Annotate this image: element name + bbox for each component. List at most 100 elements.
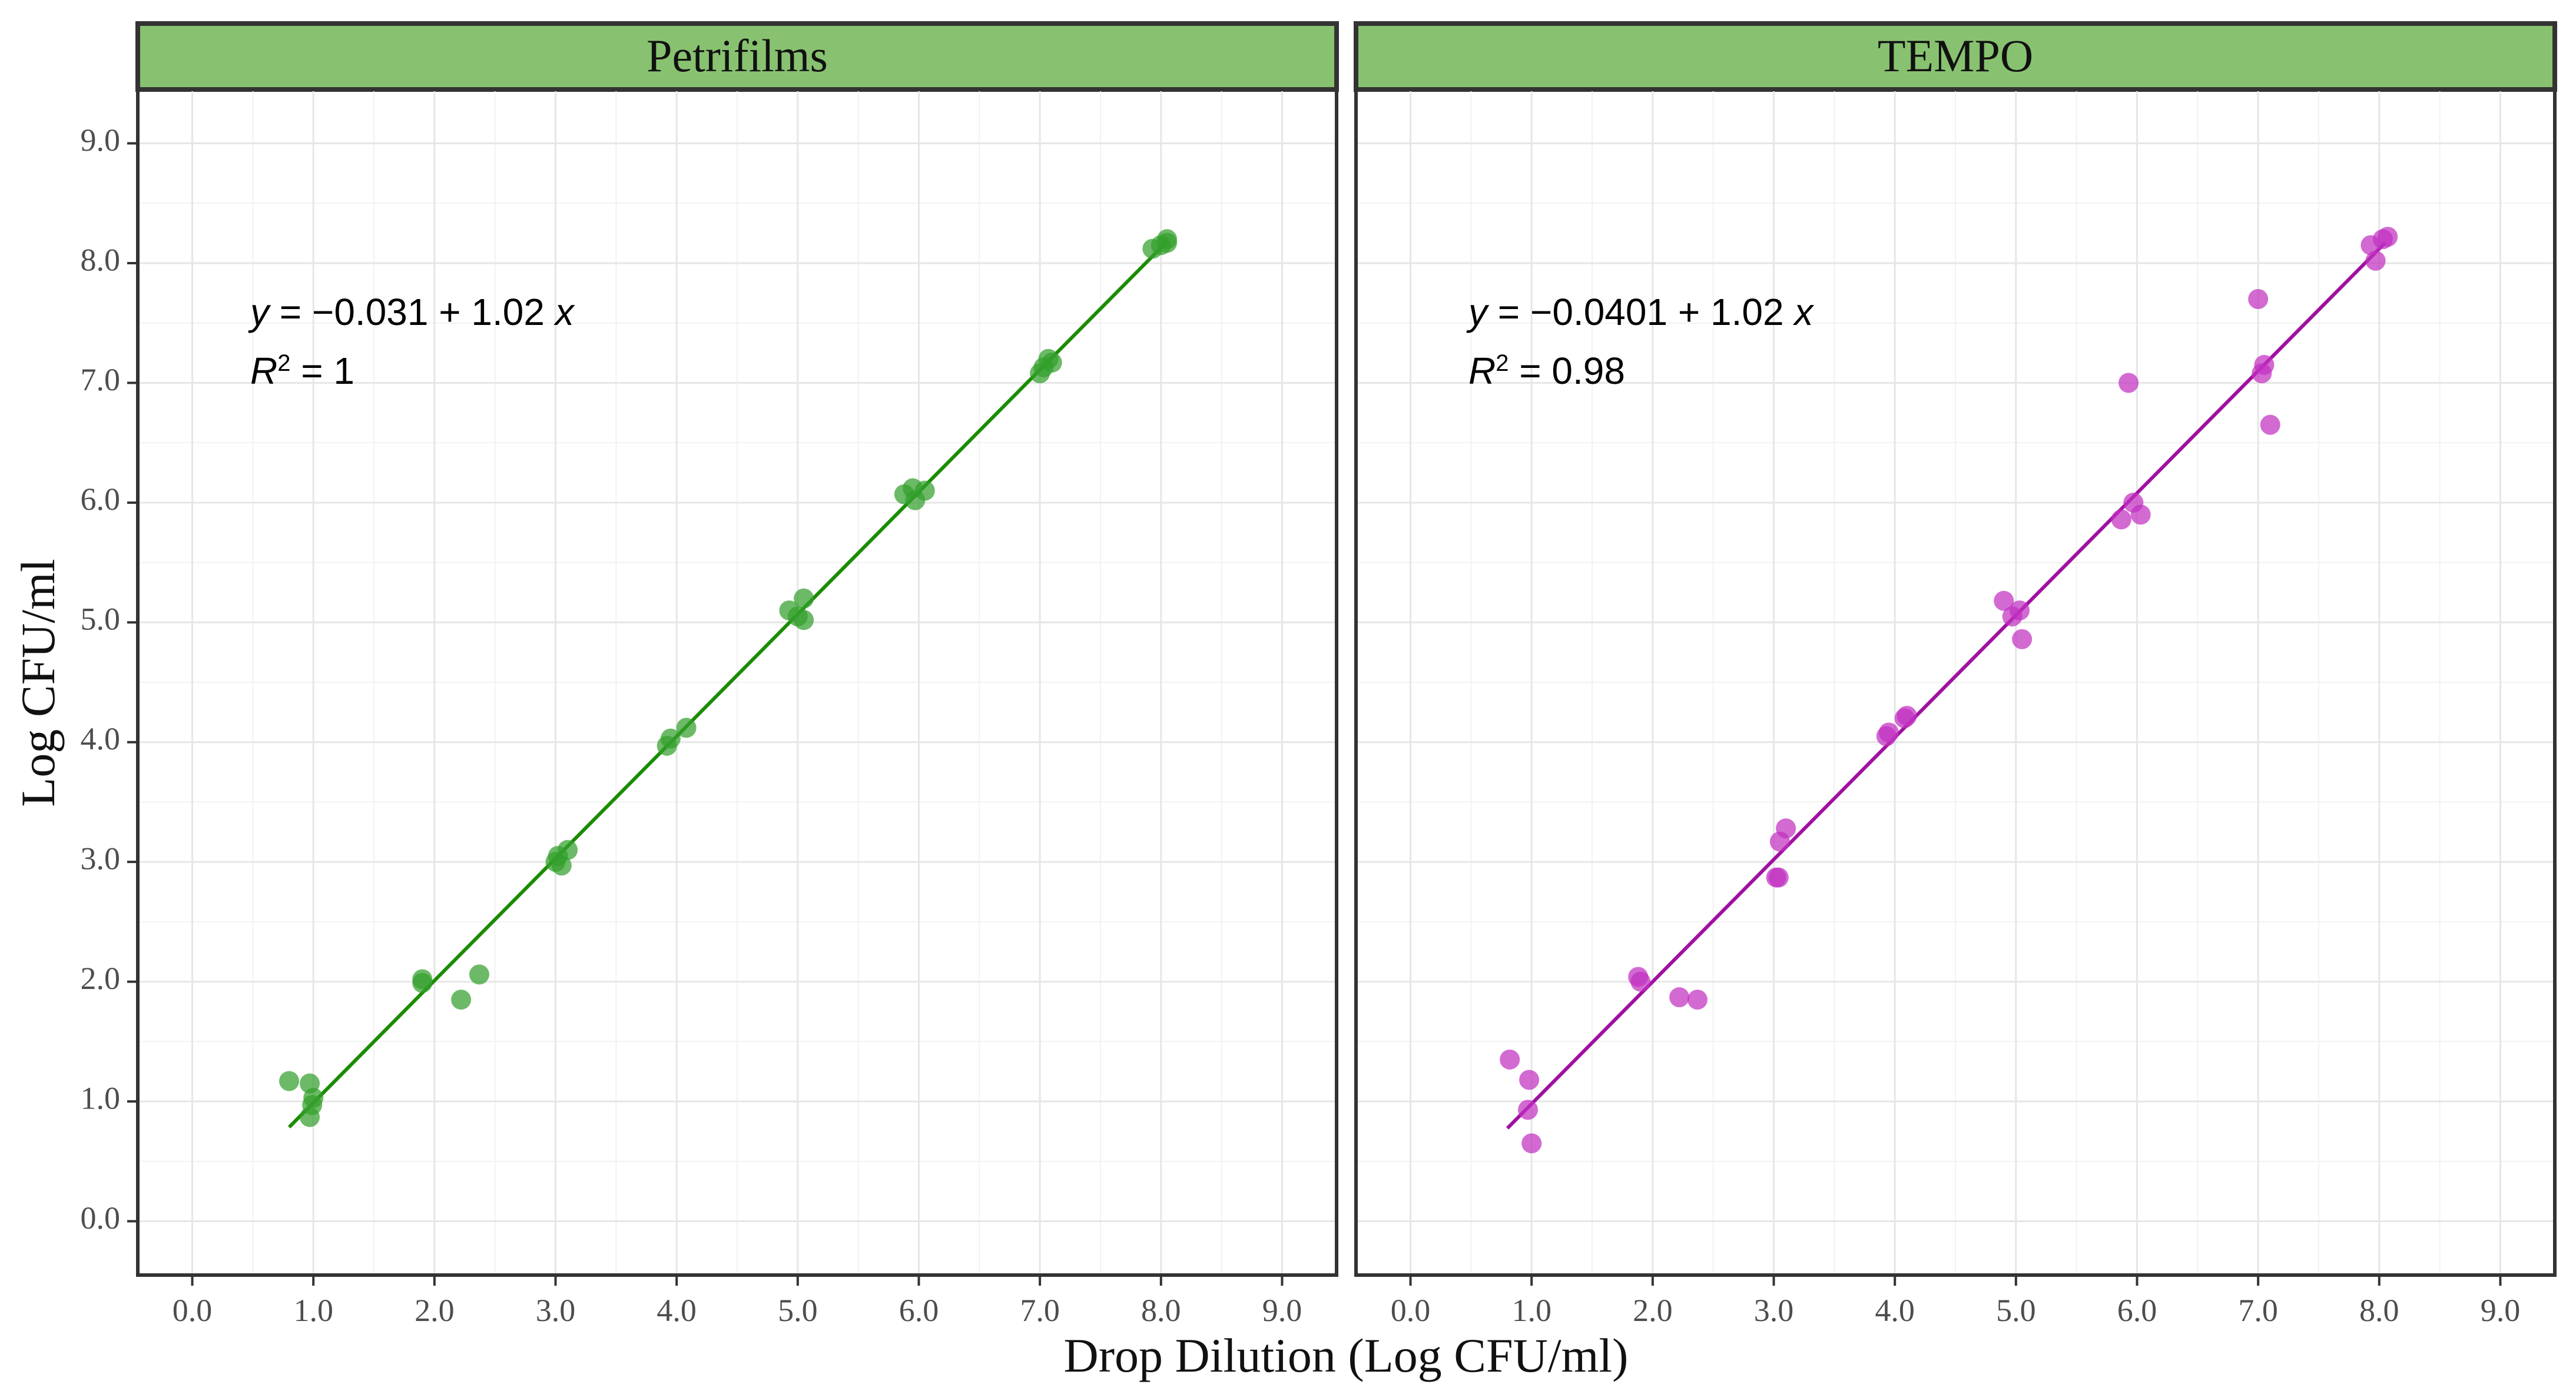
data-point [1521,1133,1542,1154]
panel-title: TEMPO [1878,30,2033,81]
data-point [2130,505,2151,525]
data-point [2111,509,2131,530]
r-var: R [250,350,277,392]
panel-petrifilms: Petrifilms y = −0.031 + 1.02 x R2 = 1 0.… [135,21,1339,1328]
data-point [1630,971,1651,992]
x-tick-label: 6.0 [2117,1293,2157,1328]
x-tick-label: 5.0 [1996,1293,2036,1328]
regression-equation: y = −0.0401 + 1.02 x [1466,291,1814,333]
x-tick-label: 8.0 [2359,1293,2399,1328]
x-axis: 0.0 1.0 2.0 3.0 4.0 5.0 6.0 7.0 8.0 9.0 [1391,1275,2520,1328]
equation-slope: + 1.02 [1678,291,1795,333]
panel-title: Petrifilms [647,30,828,81]
data-point [551,855,572,876]
y-tick-label: 3.0 [81,841,121,877]
data-point [1687,990,1708,1010]
equation-intercept: = −0.0401 [1487,291,1678,333]
equation-slope: + 1.02 [439,291,555,333]
regression-line [287,240,1169,1129]
x-tick-label: 2.0 [415,1293,455,1328]
data-point [1519,1070,1540,1090]
data-point [2119,373,2139,393]
data-point [660,728,681,749]
grid-lines [138,89,1337,1275]
data-point [2365,250,2386,271]
data-point [1878,722,1899,743]
data-point [1669,987,1690,1008]
r-squared-label: R2 = 0.98 [1468,350,1625,392]
x-tick-label: 9.0 [2481,1293,2521,1328]
x-tick-label: 0.0 [1391,1293,1431,1328]
panel-border [1354,88,2557,1277]
data-point [1768,867,1789,888]
x-tick-label: 7.0 [1020,1293,1060,1328]
x-tick-label: 1.0 [1511,1293,1551,1328]
y-tick-label: 1.0 [81,1080,121,1116]
panel-border [136,88,1338,1277]
data-points [279,229,1178,1127]
y-axis-title: Log CFU/ml [11,559,65,806]
r-var: R [1468,350,1496,392]
equation-x-var: x [553,291,575,333]
data-points [1500,227,2398,1154]
data-point [2260,414,2280,435]
equation-x-var: x [1792,291,1814,333]
y-tick-label: 4.0 [81,721,121,756]
equation-y-var: y [248,291,271,333]
data-point [794,588,814,609]
regression-line [1506,241,2387,1130]
data-point [2254,354,2275,375]
y-tick-label: 9.0 [81,122,121,158]
y-tick-label: 5.0 [81,602,121,637]
strip-background [1354,21,2557,92]
data-point [676,718,697,738]
data-point [412,969,433,990]
data-point [1042,352,1062,373]
data-point [914,480,935,501]
r-value: = 1 [290,350,354,392]
fit-line [1506,241,2387,1130]
data-point [1157,233,1178,253]
x-tick-label: 9.0 [1262,1293,1302,1328]
panel-tempo: TEMPO y = −0.0401 + 1.02 x R2 = 0.98 0.0… [1354,21,2557,1328]
x-tick-label: 4.0 [657,1293,697,1328]
data-point [279,1071,300,1091]
data-point [469,964,489,985]
data-point [1897,705,1917,726]
data-point [2012,629,2033,649]
data-point [1994,590,2014,611]
r-superscript: 2 [277,350,290,376]
r-superscript: 2 [1496,350,1509,376]
y-tick-label: 7.0 [81,362,121,397]
equation-y-var: y [1466,291,1490,333]
y-tick-label: 0.0 [81,1200,121,1236]
data-point [794,610,814,630]
r-squared-label: R2 = 1 [250,350,354,392]
x-tick-label: 8.0 [1141,1293,1181,1328]
x-tick-label: 4.0 [1875,1293,1915,1328]
data-point [1500,1049,1520,1070]
y-tick-label: 6.0 [81,482,121,517]
data-point [2248,289,2269,310]
data-point [2378,227,2398,247]
data-point [2009,600,2030,620]
x-tick-label: 7.0 [2238,1293,2278,1328]
data-point [558,839,578,860]
y-tick-label: 2.0 [81,961,121,996]
x-tick-label: 0.0 [173,1293,213,1328]
r-value: = 0.98 [1509,350,1625,392]
x-tick-label: 3.0 [536,1293,576,1328]
data-point [451,990,472,1010]
equation-intercept: = −0.031 [269,291,439,333]
x-axis: 0.0 1.0 2.0 3.0 4.0 5.0 6.0 7.0 8.0 9.0 [173,1275,1302,1328]
x-tick-label: 1.0 [293,1293,333,1328]
data-point [1518,1100,1539,1120]
regression-equation: y = −0.031 + 1.02 x [248,291,575,333]
data-point [303,1087,324,1108]
x-tick-label: 6.0 [899,1293,939,1328]
x-axis-title: Drop Dilution (Log CFU/ml) [1064,1329,1629,1382]
y-axis: 0.0 1.0 2.0 3.0 4.0 5.0 6.0 7.0 8.0 9.0 [81,122,138,1236]
